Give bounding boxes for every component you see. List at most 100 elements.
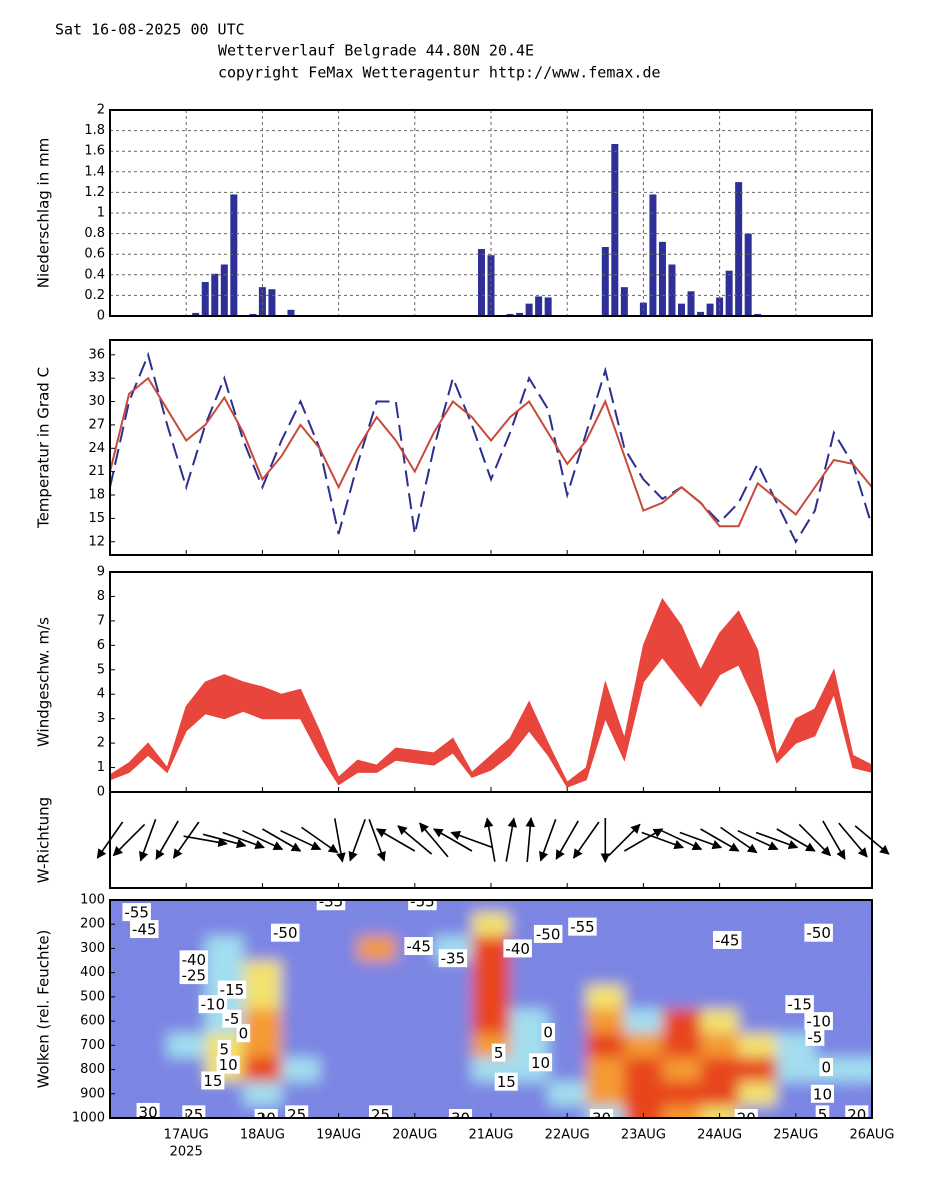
isotherm-label-box — [503, 939, 532, 958]
isotherm-label: -55 — [570, 918, 595, 936]
y-tick-label: 12 — [88, 534, 105, 549]
y-tick-label: 5 — [97, 662, 105, 677]
y-axis-label: Temperatur in Grad C — [35, 367, 53, 529]
humidity-cell — [700, 984, 739, 1009]
humidity-cell — [624, 960, 663, 985]
humidity-cell — [700, 1081, 739, 1106]
y-tick-label: 7 — [97, 613, 105, 628]
wind-arrow — [661, 829, 703, 851]
humidity-cell — [357, 960, 396, 985]
y-tick-label: 1.4 — [84, 164, 105, 179]
humidity-cell — [662, 1081, 701, 1106]
isotherm-label-box — [236, 1024, 251, 1043]
y-tick-label: 0.2 — [84, 288, 105, 303]
humidity-cell — [395, 912, 434, 937]
y-tick-label: 1.2 — [84, 185, 105, 200]
humidity-cell — [471, 912, 511, 937]
humidity-cell — [357, 1009, 396, 1034]
wind-arrow — [737, 829, 779, 851]
y-tick-label: 2 — [97, 103, 105, 118]
humidity-cell — [586, 1081, 625, 1106]
humidity-cell — [738, 1057, 777, 1082]
isotherm-label: 0 — [822, 1059, 832, 1077]
humidity-cell — [129, 1009, 168, 1034]
humidity-cell — [700, 1009, 739, 1034]
y-tick-label: 0.4 — [84, 267, 105, 282]
wind-arrow — [419, 822, 449, 858]
humidity-cell — [738, 984, 777, 1009]
bar — [611, 143, 619, 316]
isotherm-label-box — [179, 950, 209, 969]
bar — [678, 303, 685, 316]
isotherm-label: 20 — [737, 1110, 756, 1128]
humidity-cell — [357, 1033, 396, 1058]
isotherm-label: -5 — [807, 1028, 822, 1046]
bar — [668, 264, 676, 316]
isotherm-label-box — [136, 1102, 160, 1118]
humidity-cell — [662, 1033, 701, 1058]
isotherm-label: 5 — [494, 1044, 504, 1062]
panel-frame — [109, 791, 873, 889]
wind-arrow — [397, 825, 433, 855]
humidity-cell — [243, 984, 282, 1009]
bar — [535, 296, 543, 316]
humidity-cell — [852, 984, 872, 1009]
x-tick-label: 22AUG — [545, 1128, 590, 1143]
humidity-cell — [510, 900, 549, 913]
bar — [706, 303, 714, 316]
wind-arrow — [505, 817, 518, 862]
isotherm-label-box — [130, 920, 159, 939]
humidity-cell — [129, 1033, 168, 1058]
humidity-cell — [738, 936, 777, 961]
y-tick-label: 2 — [97, 736, 105, 751]
wind-arrow — [450, 830, 493, 849]
humidity-cell — [700, 900, 739, 913]
isotherm-label-box — [201, 1071, 225, 1090]
isotherm-label-box — [122, 903, 151, 922]
isotherm-label: -55 — [410, 893, 435, 911]
humidity-cell — [700, 1105, 739, 1118]
humidity-cell — [395, 984, 434, 1009]
x-tick-label: 20AUG — [392, 1128, 437, 1143]
humidity-cell — [319, 1057, 358, 1082]
y-tick-label: 600 — [80, 1014, 105, 1029]
humidity-cell — [852, 1009, 872, 1034]
isotherm-label: -15 — [220, 981, 245, 999]
isotherm-label: 30 — [451, 1110, 470, 1128]
y-tick-label: 0 — [97, 309, 105, 324]
humidity-cell — [357, 936, 396, 961]
bar — [601, 246, 609, 316]
x-tick-label: 25AUG — [773, 1128, 818, 1143]
wind-arrow — [700, 828, 740, 852]
y-tick-label: 9 — [97, 565, 105, 580]
humidity-cell — [624, 1105, 663, 1118]
y-tick-label: 0.8 — [84, 226, 105, 241]
isotherm-label: 15 — [203, 1072, 222, 1090]
humidity-cell — [281, 1057, 320, 1082]
humidity-cell — [433, 900, 472, 913]
humidity-cell — [738, 912, 777, 937]
isotherm-label-box — [712, 930, 742, 949]
isotherm-label-box — [198, 995, 228, 1014]
y-axis-label: Windgeschw. m/s — [35, 617, 53, 747]
humidity-cell — [852, 960, 872, 985]
isotherm-label-box — [815, 1105, 830, 1118]
wind-arrow — [112, 823, 146, 857]
panel: W-Richtung — [35, 791, 890, 889]
wind-arrow — [641, 831, 685, 850]
x-tick-label: 17AUG — [164, 1128, 209, 1143]
humidity-cell — [662, 1057, 701, 1082]
humidity-cell — [395, 960, 434, 985]
y-axis-label: W-Richtung — [35, 797, 53, 883]
wind-arrow — [183, 835, 228, 848]
isotherm-label-box — [182, 1105, 206, 1118]
bar — [687, 291, 695, 316]
y-tick-label: 300 — [80, 941, 105, 956]
bar — [697, 311, 705, 316]
wind-arrow — [608, 823, 641, 857]
bar — [525, 303, 533, 316]
isotherm-label: -10 — [201, 996, 226, 1014]
humidity-cell — [129, 1081, 168, 1106]
humidity-cell — [395, 1057, 434, 1082]
